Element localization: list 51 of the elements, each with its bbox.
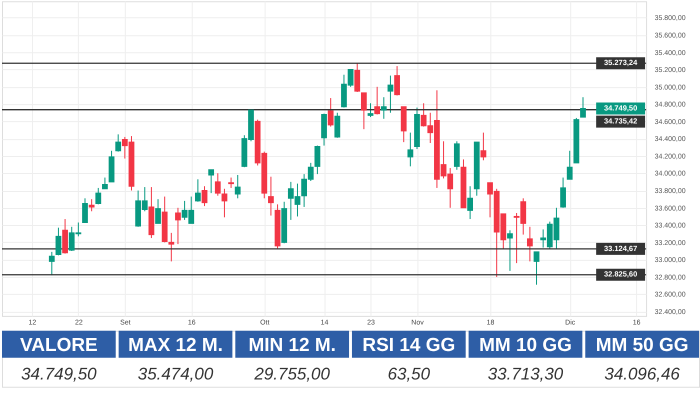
text: 34.096,46	[604, 364, 680, 384]
candlestick	[102, 177, 108, 190]
candlestick	[467, 186, 474, 220]
candlestick	[560, 177, 566, 208]
candlestick	[526, 226, 533, 262]
text: 34.749,50	[21, 364, 97, 384]
candlestick	[202, 186, 208, 207]
candlestick	[56, 227, 62, 256]
candlestick	[234, 174, 241, 199]
candlestick	[407, 132, 414, 167]
text: 29.755,00	[254, 364, 330, 384]
candlestick	[507, 230, 513, 272]
candlestick	[354, 62, 360, 93]
candlestick	[380, 96, 387, 120]
candlestick	[368, 102, 374, 118]
candlestick	[268, 176, 274, 216]
candlestick	[82, 198, 88, 223]
candlestick	[228, 177, 234, 188]
candlestick	[155, 198, 161, 224]
category-label: MM 10 GG	[479, 334, 572, 356]
category-label: MIN 12 M.	[248, 334, 336, 356]
candlestick	[48, 251, 55, 276]
category-label: MAX 12 M.	[128, 334, 223, 356]
candlestick	[88, 198, 95, 212]
candlestick	[208, 169, 214, 194]
candlestick	[334, 112, 340, 138]
candlestick	[394, 66, 400, 96]
candlestick	[175, 207, 181, 245]
candlestick	[454, 140, 460, 170]
category-label: RSI 14 GG	[362, 334, 456, 356]
candlestick	[328, 98, 334, 128]
candlestick	[321, 113, 327, 146]
candlestick	[360, 92, 367, 130]
candlestick	[214, 172, 221, 196]
candlestick	[580, 96, 586, 118]
text: 35.474,00	[138, 364, 214, 384]
text: 63,50	[388, 364, 430, 384]
candlestick	[95, 187, 102, 205]
category-label: VALORE	[20, 334, 98, 356]
candlestick	[566, 150, 573, 180]
candlestick	[62, 218, 68, 254]
candlestick	[480, 132, 486, 161]
candlestick	[374, 86, 380, 115]
candlestick	[534, 251, 540, 286]
text: 33.713,30	[488, 364, 564, 384]
candlestick	[168, 232, 174, 262]
candlestick	[115, 134, 122, 152]
candlestick	[222, 188, 228, 218]
candlestick	[194, 178, 201, 202]
category-label: MM 50 GG	[596, 334, 689, 356]
candlestick	[388, 75, 394, 114]
